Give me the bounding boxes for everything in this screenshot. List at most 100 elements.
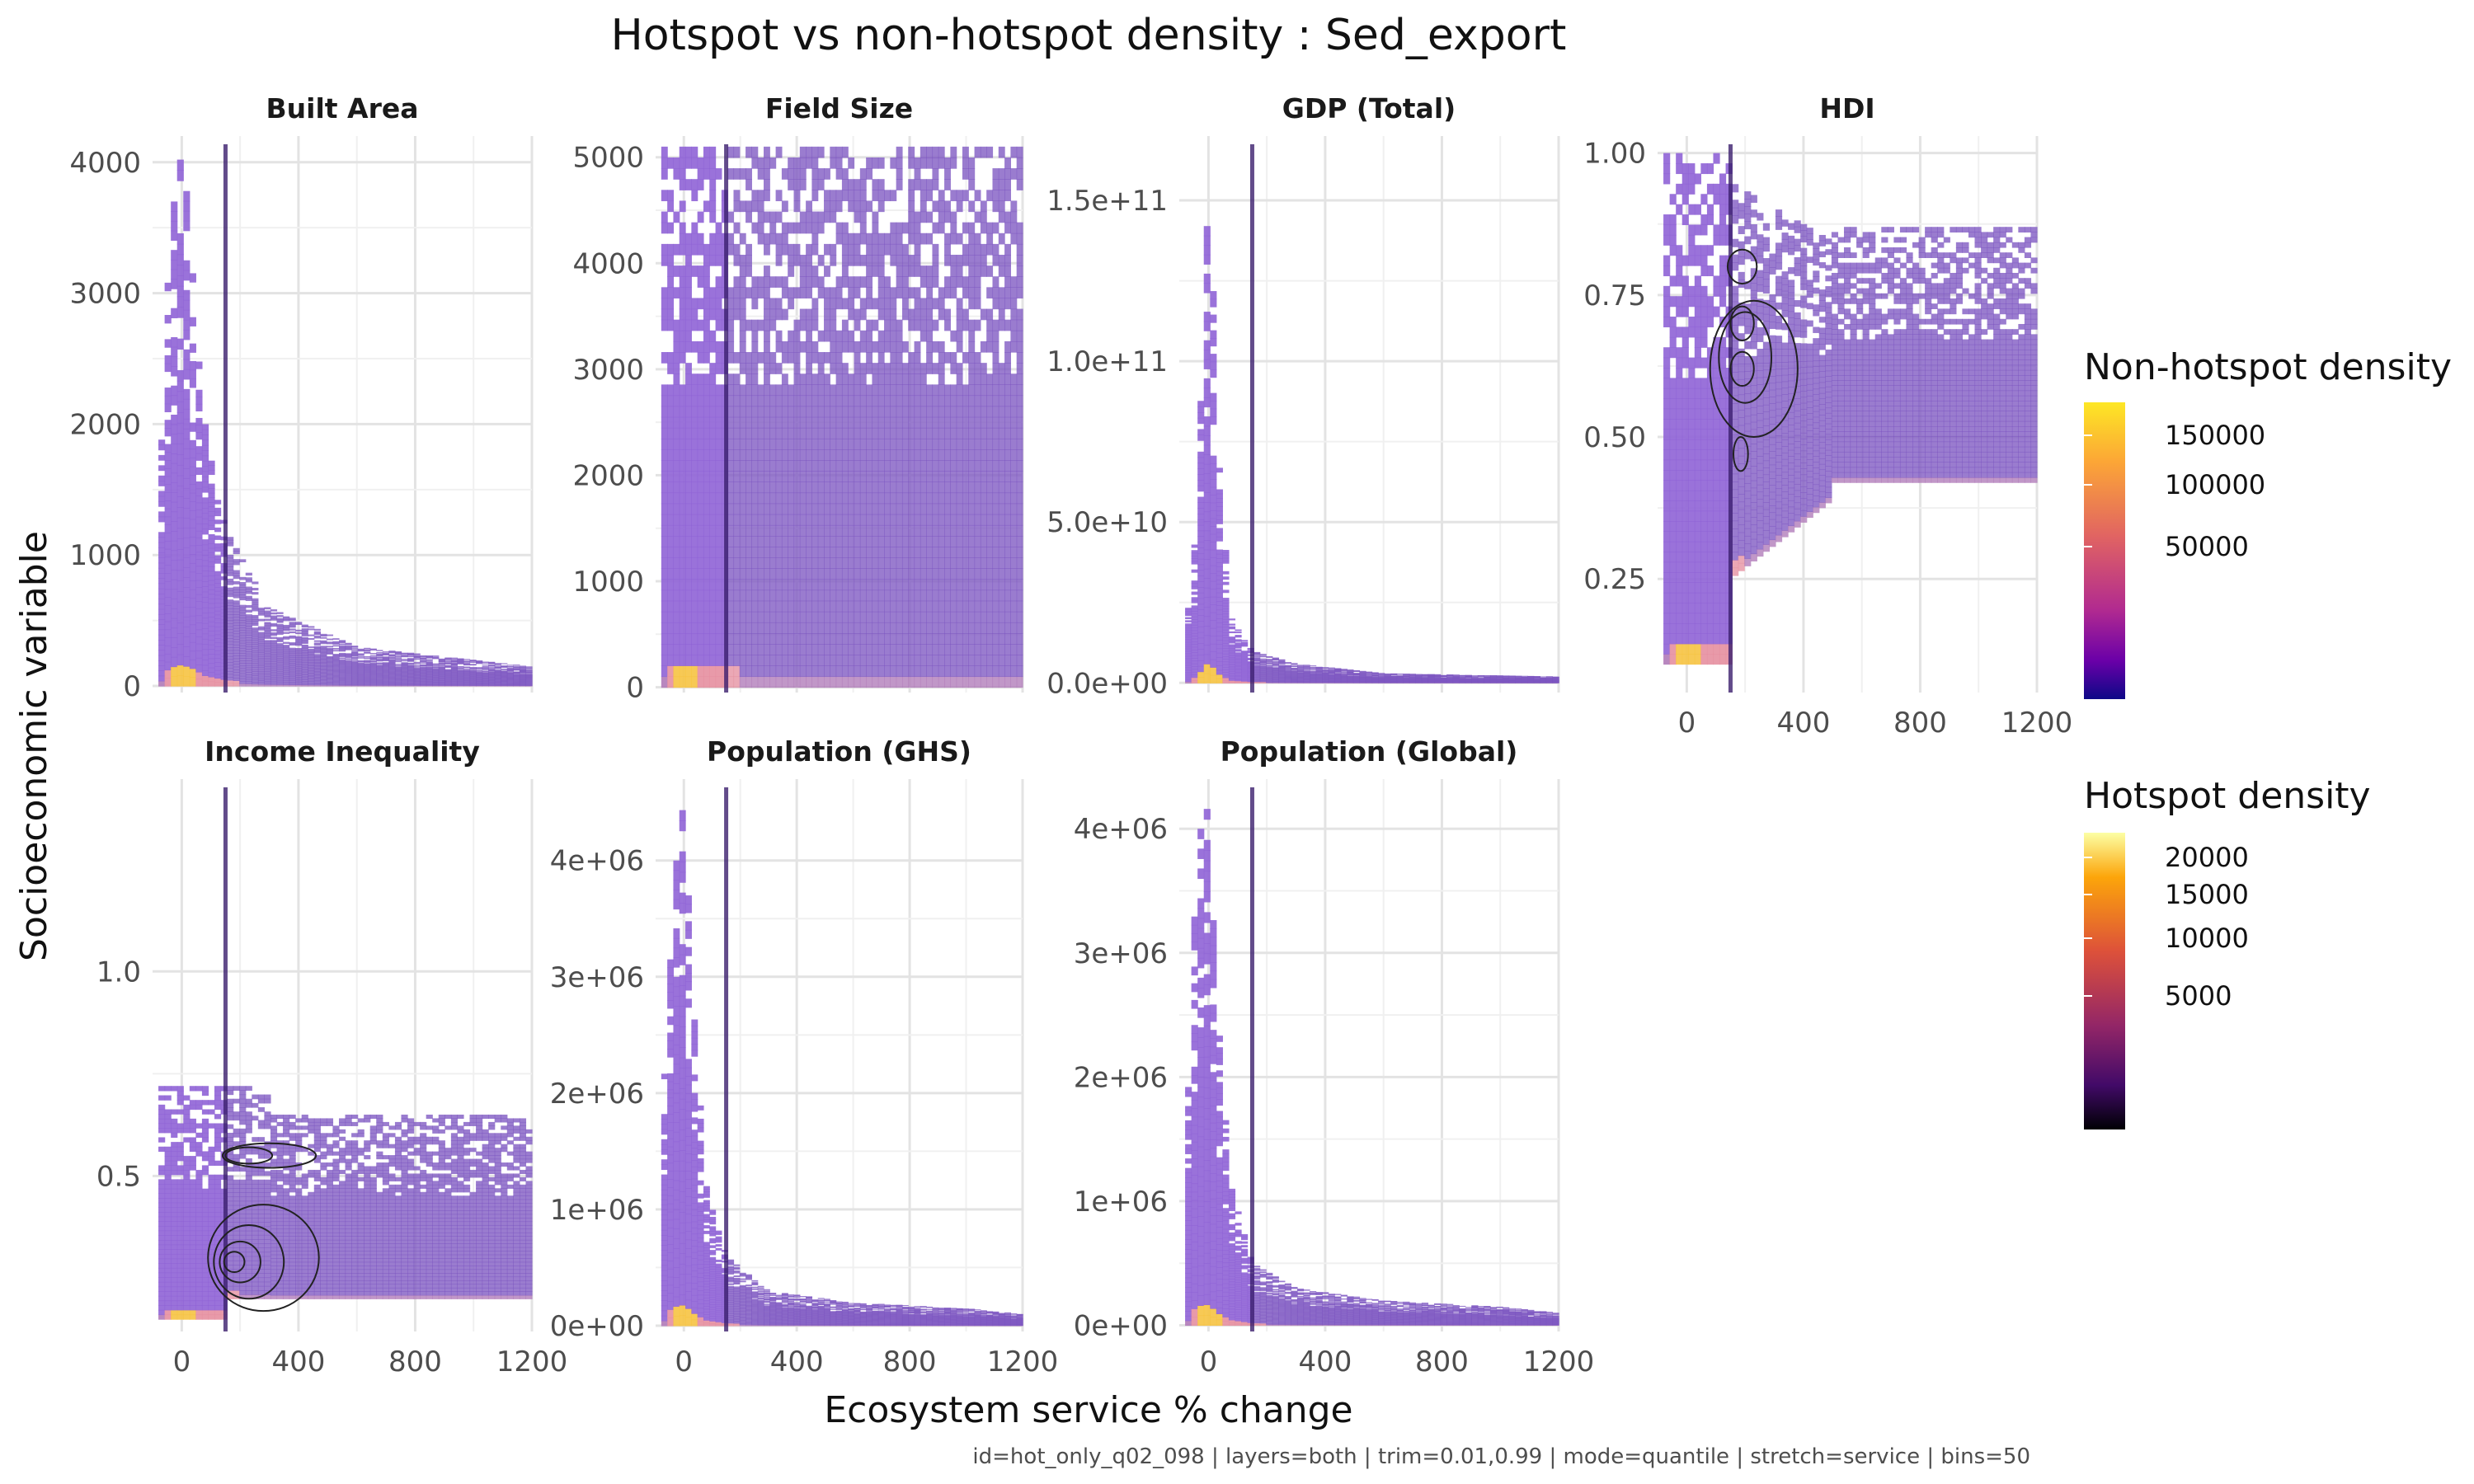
density-cell xyxy=(289,649,296,651)
density-cell xyxy=(301,658,308,660)
density-cell xyxy=(811,427,819,439)
density-cell xyxy=(980,568,987,580)
density-cell xyxy=(848,427,855,439)
density-cell xyxy=(877,622,885,634)
density-cell xyxy=(715,676,722,688)
density-cell xyxy=(926,579,934,591)
density-cell xyxy=(745,384,752,397)
density-cell xyxy=(769,655,777,666)
density-cell xyxy=(301,636,308,639)
density-cell xyxy=(974,547,981,558)
density-cell xyxy=(420,677,427,679)
density-cell xyxy=(788,340,795,353)
density-cell xyxy=(388,651,396,653)
density-cell xyxy=(264,660,271,662)
density-cell xyxy=(369,674,377,676)
density-cell xyxy=(998,384,1005,397)
density-cell xyxy=(793,330,801,342)
density-cell xyxy=(811,395,819,407)
density-cell xyxy=(775,503,783,515)
density-cell xyxy=(394,684,402,686)
density-cell xyxy=(968,330,976,342)
density-cell xyxy=(739,363,746,374)
density-cell xyxy=(432,684,440,686)
density-cell xyxy=(866,568,873,580)
density-cell xyxy=(932,200,939,213)
density-cell xyxy=(214,590,222,596)
density-cell xyxy=(901,676,909,688)
density-cell xyxy=(189,615,196,626)
density-cell xyxy=(276,666,284,669)
density-cell xyxy=(920,190,927,202)
density-cell xyxy=(1004,265,1011,277)
density-cell xyxy=(980,665,987,678)
density-cell xyxy=(376,667,383,669)
density-cell xyxy=(164,669,172,679)
density-cell xyxy=(793,622,801,634)
density-cell xyxy=(289,624,296,627)
density-cell xyxy=(733,276,741,288)
density-cell xyxy=(432,655,440,657)
density-cell xyxy=(369,682,377,684)
density-cell xyxy=(745,655,752,666)
density-cell xyxy=(320,668,327,670)
density-cell xyxy=(835,438,843,450)
density-cell xyxy=(444,683,452,684)
density-cell xyxy=(308,664,315,666)
density-cell xyxy=(313,628,321,631)
density-cell xyxy=(739,232,746,245)
density-cell xyxy=(401,652,408,655)
density-cell xyxy=(841,384,849,397)
density-cell xyxy=(201,660,209,666)
density-cell xyxy=(866,524,873,537)
density-cell xyxy=(245,591,252,594)
density-cell xyxy=(877,200,885,213)
density-cell xyxy=(351,669,359,672)
density-cell xyxy=(679,222,686,234)
density-cell xyxy=(264,607,271,610)
density-cell xyxy=(788,568,795,580)
density-cell xyxy=(233,666,240,670)
density-cell xyxy=(992,492,999,505)
density-cell xyxy=(338,665,346,668)
density-cell xyxy=(369,658,377,660)
density-cell xyxy=(295,682,303,684)
density-cell xyxy=(438,673,445,674)
density-cell xyxy=(525,669,533,671)
density-cell xyxy=(944,179,951,190)
density-cell xyxy=(320,646,327,648)
density-cell xyxy=(276,638,284,641)
density-cell xyxy=(745,600,752,613)
density-cell xyxy=(974,190,981,202)
density-cell xyxy=(426,666,433,668)
density-cell xyxy=(394,673,402,674)
density-cell xyxy=(295,632,303,635)
density-cell xyxy=(482,684,489,687)
density-cell xyxy=(926,157,934,169)
density-cell xyxy=(830,363,837,374)
density-cell xyxy=(289,683,296,686)
density-cell xyxy=(914,243,921,256)
density-cell xyxy=(811,568,819,580)
density-cell xyxy=(727,168,735,180)
density-cell xyxy=(183,398,190,410)
density-cell xyxy=(233,600,240,604)
density-cell xyxy=(189,660,196,669)
density-cell xyxy=(661,168,668,180)
density-cell xyxy=(171,414,178,425)
density-cell xyxy=(283,626,290,628)
density-cell xyxy=(482,684,489,686)
density-cell xyxy=(877,676,885,688)
density-cell xyxy=(351,665,359,667)
density-cell xyxy=(176,570,184,581)
density-cell xyxy=(313,665,321,668)
density-cell xyxy=(679,330,686,342)
density-cell xyxy=(413,680,421,683)
density-cell xyxy=(401,680,408,682)
density-cell xyxy=(488,669,496,670)
density-cell xyxy=(854,363,861,374)
density-cell xyxy=(326,670,334,673)
density-cell xyxy=(854,416,861,429)
density-cell xyxy=(938,471,945,482)
density-cell xyxy=(926,287,934,299)
